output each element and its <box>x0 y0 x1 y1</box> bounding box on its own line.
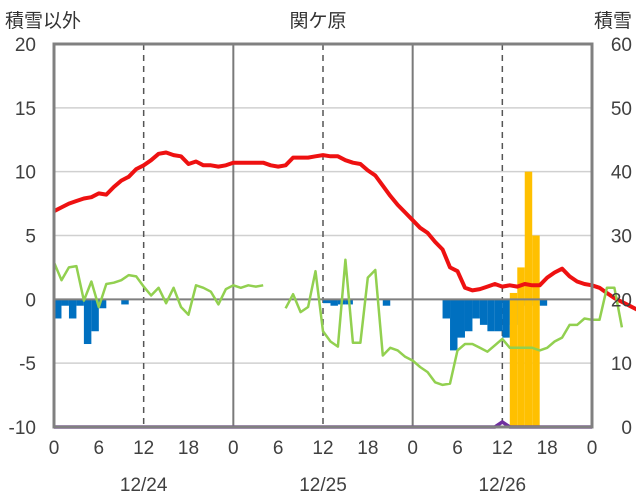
bar <box>98 299 107 309</box>
right-tick-label: 10 <box>611 354 632 375</box>
bar <box>502 299 510 338</box>
left-tick-label: -5 <box>19 354 36 375</box>
date-label: 12/26 <box>479 475 527 496</box>
bar <box>494 299 503 332</box>
plot-frame <box>52 42 594 429</box>
left-tick-label: 10 <box>15 163 36 184</box>
bar <box>457 299 465 338</box>
right-tick-label: 60 <box>611 35 632 56</box>
bar <box>509 292 518 427</box>
series-line <box>53 150 636 312</box>
bar <box>472 299 480 319</box>
x-tick-label: 12 <box>312 438 333 459</box>
x-tick-label: 12 <box>492 438 513 459</box>
x-tick-label: 18 <box>357 438 378 459</box>
x-tick-label: 6 <box>452 438 463 459</box>
bar <box>539 299 548 306</box>
bar <box>479 299 488 325</box>
bar <box>442 299 451 319</box>
right-tick-label: 0 <box>621 418 632 439</box>
date-label: 12/24 <box>120 475 168 496</box>
left-tick-label: -10 <box>9 418 36 439</box>
x-tick-label: 6 <box>273 438 284 459</box>
x-tick-label: 0 <box>407 438 418 459</box>
left-axis-title: 積雪以外 <box>5 10 81 32</box>
right-tick-label: 20 <box>611 290 632 311</box>
x-tick-label: 6 <box>94 438 105 459</box>
right-tick-label: 30 <box>611 227 632 248</box>
x-tick-label: 18 <box>178 438 199 459</box>
bar <box>450 299 458 351</box>
bar <box>487 299 495 332</box>
right-axis-title: 積雪 <box>594 10 632 32</box>
bar <box>91 299 99 332</box>
bar <box>54 299 62 319</box>
left-tick-label: 15 <box>15 99 36 120</box>
bar <box>121 299 129 305</box>
right-tick-label: 40 <box>611 163 632 184</box>
date-label: 12/25 <box>299 475 347 496</box>
left-tick-label: 5 <box>25 227 36 248</box>
chart-title: 関ケ原 <box>289 10 346 32</box>
bar <box>464 299 473 332</box>
x-tick-label: 18 <box>537 438 558 459</box>
left-tick-label: 0 <box>25 290 36 311</box>
bar <box>532 235 540 427</box>
bar <box>323 299 331 304</box>
x-tick-label: 0 <box>49 438 60 459</box>
x-tick-label: 0 <box>587 438 598 459</box>
grid-lines <box>54 44 592 427</box>
series-line <box>52 258 624 387</box>
x-tick-label: 12 <box>133 438 154 459</box>
bar <box>68 299 77 319</box>
bar <box>330 299 338 306</box>
x-tick-label: 0 <box>228 438 239 459</box>
bar <box>83 299 92 345</box>
left-tick-label: 20 <box>15 35 36 56</box>
bar <box>76 299 84 306</box>
bar <box>382 299 391 306</box>
right-tick-label: 50 <box>611 99 632 120</box>
bar <box>61 299 69 306</box>
